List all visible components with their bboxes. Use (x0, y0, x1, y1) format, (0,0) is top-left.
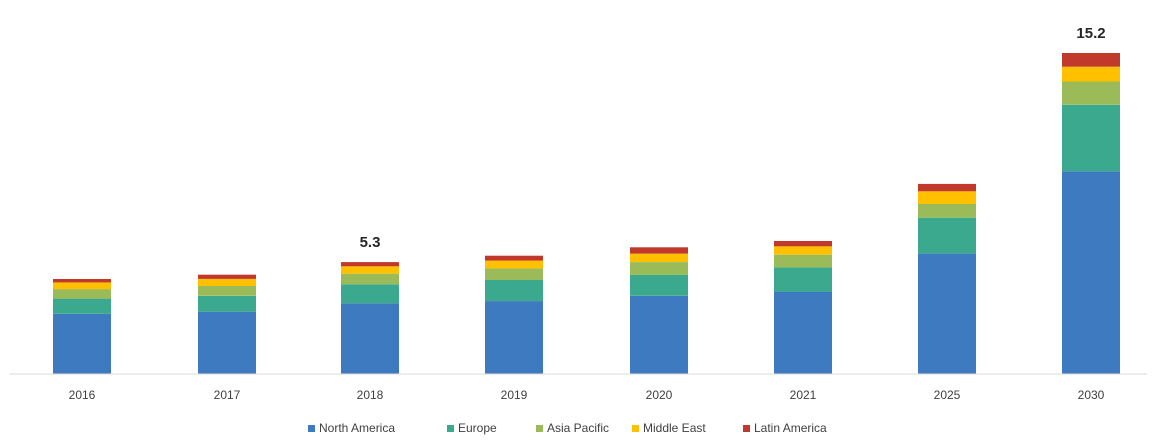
bar-segment-2030-asia-pacific (1062, 81, 1120, 105)
x-tick-label-2030: 2030 (1078, 388, 1105, 402)
legend-label-europe: Europe (458, 421, 497, 435)
bar-segment-2018-europe (341, 284, 399, 304)
bar-segment-2030-middle-east (1062, 66, 1120, 82)
legend: North America Europe Asia Pacific Middle Ea… (308, 421, 827, 435)
bar-segment-2016-asia-pacific (53, 289, 111, 299)
bar-segment-2019-north-america (485, 301, 543, 374)
bar-segment-2018-north-america (341, 303, 399, 374)
x-tick-label-2021: 2021 (790, 388, 817, 402)
legend-label-latin-america: Latin America (754, 421, 827, 435)
bar-segment-2016-europe (53, 298, 111, 314)
bar-segment-2021-middle-east (774, 246, 832, 255)
bar-segment-2018-asia-pacific (341, 273, 399, 285)
bar-segment-2017-latin-america (198, 274, 256, 279)
legend-label-asia-pacific: Asia Pacific (547, 421, 609, 435)
legend-swatch-middle-east (632, 425, 639, 432)
x-tick-label-2017: 2017 (214, 388, 241, 402)
bar-segment-2025-asia-pacific (918, 204, 976, 218)
legend-swatch-asia-pacific (536, 425, 543, 432)
bar-segment-2019-europe (485, 280, 543, 302)
legend-label-north-america: North America (319, 421, 395, 435)
data-label-2030: 15.2 (1076, 25, 1105, 42)
legend-label-middle-east: Middle East (643, 421, 706, 435)
bar-segment-2018-middle-east (341, 266, 399, 274)
bar-segment-2020-north-america (630, 295, 688, 374)
bar-segment-2030-europe (1062, 104, 1120, 172)
data-label-2018: 5.3 (360, 234, 381, 251)
bar-segment-2017-middle-east (198, 279, 256, 286)
bar-segment-2021-north-america (774, 291, 832, 374)
legend-swatch-north-america (308, 425, 315, 432)
bar-segment-2019-middle-east (485, 260, 543, 269)
bar-segment-2017-north-america (198, 311, 256, 374)
bar-segment-2017-europe (198, 295, 256, 312)
bar-segment-2030-north-america (1062, 171, 1120, 374)
x-tick-label-2019: 2019 (501, 388, 528, 402)
bar-segment-2025-middle-east (918, 191, 976, 204)
bar-segment-2021-latin-america (774, 241, 832, 247)
legend-swatch-latin-america (743, 425, 750, 432)
bar-segment-2016-middle-east (53, 282, 111, 290)
bar-segment-2018-latin-america (341, 262, 399, 267)
bar-segment-2020-europe (630, 274, 688, 296)
x-tick-label-2016: 2016 (69, 388, 96, 402)
x-tick-label-2020: 2020 (646, 388, 673, 402)
bar-segment-2025-latin-america (918, 183, 976, 192)
bar-segment-2020-asia-pacific (630, 262, 688, 275)
data-labels-group: 5.3 15.2 (360, 25, 1106, 251)
x-tick-label-2025: 2025 (934, 388, 961, 402)
bar-segment-2021-asia-pacific (774, 254, 832, 268)
bar-segment-2016-north-america (53, 313, 111, 374)
legend-swatch-europe (447, 425, 454, 432)
bars-group (53, 53, 1120, 374)
x-tick-labels: 2016 2017 2018 2019 2020 2021 2025 2030 (69, 388, 1105, 402)
bar-segment-2020-latin-america (630, 247, 688, 254)
bar-segment-2019-latin-america (485, 255, 543, 261)
bar-segment-2021-europe (774, 267, 832, 292)
bar-segment-2025-north-america (918, 253, 976, 374)
bar-segment-2017-asia-pacific (198, 285, 256, 296)
x-tick-label-2018: 2018 (357, 388, 384, 402)
bar-segment-2025-europe (918, 217, 976, 254)
bar-segment-2020-middle-east (630, 253, 688, 262)
bar-segment-2019-asia-pacific (485, 268, 543, 280)
bar-segment-2016-latin-america (53, 279, 111, 283)
bar-segment-2030-latin-america (1062, 53, 1120, 67)
